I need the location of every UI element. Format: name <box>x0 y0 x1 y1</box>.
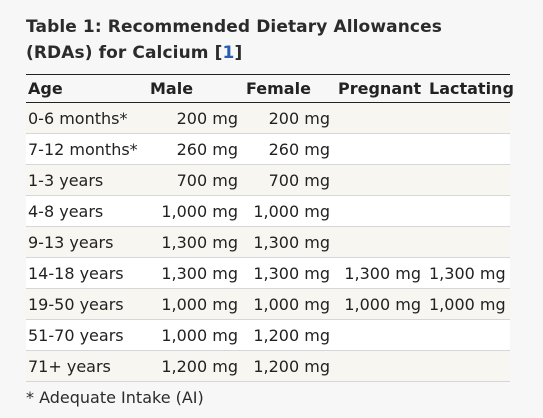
cell-female: 1,000 mg <box>244 195 336 227</box>
cell-pregnant <box>336 102 427 134</box>
table-row: 9-13 years 1,300 mg 1,300 mg <box>26 226 510 258</box>
table-title-text: Table 1: Recommended Dietary Allowances … <box>26 17 442 63</box>
cell-lactating <box>427 226 510 258</box>
cell-lactating: 1,000 mg <box>427 288 510 320</box>
table-row: 71+ years 1,200 mg 1,200 mg <box>26 350 510 382</box>
table-row: 19-50 years 1,000 mg 1,000 mg 1,000 mg 1,000… <box>26 288 510 320</box>
cell-lactating <box>427 350 510 382</box>
header-lactating: Lactating <box>427 74 514 103</box>
cell-age: 14-18 years <box>26 257 148 289</box>
rda-table: Age Male Female Pregnant Lactating 0-6 m… <box>26 74 514 382</box>
cell-male: 700 mg <box>148 164 244 196</box>
cell-age: 51-70 years <box>26 319 148 351</box>
cell-lactating <box>427 164 510 196</box>
cell-male: 1,000 mg <box>148 195 244 227</box>
table-title-close: ] <box>234 43 243 63</box>
table-body: 0-6 months* 200 mg 200 mg 7-12 months* 260 m… <box>26 102 510 382</box>
cell-female: 1,300 mg <box>244 226 336 258</box>
cell-age: 71+ years <box>26 350 148 382</box>
table-row: 14-18 years 1,300 mg 1,300 mg 1,300 mg 1,300… <box>26 257 510 289</box>
cell-pregnant: 1,300 mg <box>336 257 427 289</box>
cell-lactating: 1,300 mg <box>427 257 510 289</box>
cell-pregnant <box>336 164 427 196</box>
header-row: Age Male Female Pregnant Lactating <box>26 74 514 103</box>
header-age: Age <box>26 74 148 103</box>
cell-lactating <box>427 133 510 165</box>
cell-age: 7-12 months* <box>26 133 148 165</box>
table-row: 51-70 years 1,000 mg 1,200 mg <box>26 319 510 351</box>
cell-female: 1,000 mg <box>244 288 336 320</box>
table-row: 0-6 months* 200 mg 200 mg <box>26 102 510 134</box>
table-row: 1-3 years 700 mg 700 mg <box>26 164 510 196</box>
cell-female: 200 mg <box>244 102 336 134</box>
cell-lactating <box>427 319 510 351</box>
cell-age: 19-50 years <box>26 288 148 320</box>
reference-link[interactable]: 1 <box>222 43 235 63</box>
cell-age: 9-13 years <box>26 226 148 258</box>
cell-pregnant <box>336 195 427 227</box>
header-pregnant: Pregnant <box>336 74 427 103</box>
cell-female: 1,200 mg <box>244 350 336 382</box>
cell-pregnant: 1,000 mg <box>336 288 427 320</box>
cell-age: 1-3 years <box>26 164 148 196</box>
cell-lactating <box>427 195 510 227</box>
table-title: Table 1: Recommended Dietary Allowances … <box>26 14 510 66</box>
cell-female: 1,200 mg <box>244 319 336 351</box>
cell-pregnant <box>336 319 427 351</box>
cell-female: 700 mg <box>244 164 336 196</box>
cell-male: 1,300 mg <box>148 257 244 289</box>
cell-male: 1,300 mg <box>148 226 244 258</box>
rda-table-container: Table 1: Recommended Dietary Allowances … <box>26 14 514 407</box>
header-female: Female <box>244 74 336 103</box>
cell-pregnant <box>336 133 427 165</box>
cell-male: 1,000 mg <box>148 288 244 320</box>
cell-lactating <box>427 102 510 134</box>
table-row: 7-12 months* 260 mg 260 mg <box>26 133 510 165</box>
cell-pregnant <box>336 350 427 382</box>
cell-male: 260 mg <box>148 133 244 165</box>
header-male: Male <box>148 74 244 103</box>
cell-male: 1,000 mg <box>148 319 244 351</box>
cell-pregnant <box>336 226 427 258</box>
cell-age: 4-8 years <box>26 195 148 227</box>
table-row: 4-8 years 1,000 mg 1,000 mg <box>26 195 510 227</box>
cell-male: 1,200 mg <box>148 350 244 382</box>
cell-male: 200 mg <box>148 102 244 134</box>
cell-age: 0-6 months* <box>26 102 148 134</box>
cell-female: 1,300 mg <box>244 257 336 289</box>
footnote: * Adequate Intake (AI) <box>26 388 204 407</box>
cell-female: 260 mg <box>244 133 336 165</box>
